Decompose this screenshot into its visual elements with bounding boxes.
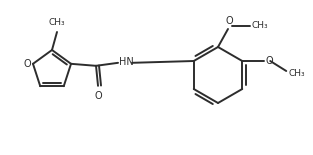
Text: O: O: [23, 59, 31, 69]
Text: O: O: [94, 91, 102, 101]
Text: CH₃: CH₃: [49, 18, 65, 27]
Text: HN: HN: [119, 57, 134, 67]
Text: O: O: [265, 56, 273, 66]
Text: CH₃: CH₃: [252, 20, 269, 29]
Text: CH₃: CH₃: [288, 69, 305, 78]
Text: O: O: [225, 16, 233, 26]
